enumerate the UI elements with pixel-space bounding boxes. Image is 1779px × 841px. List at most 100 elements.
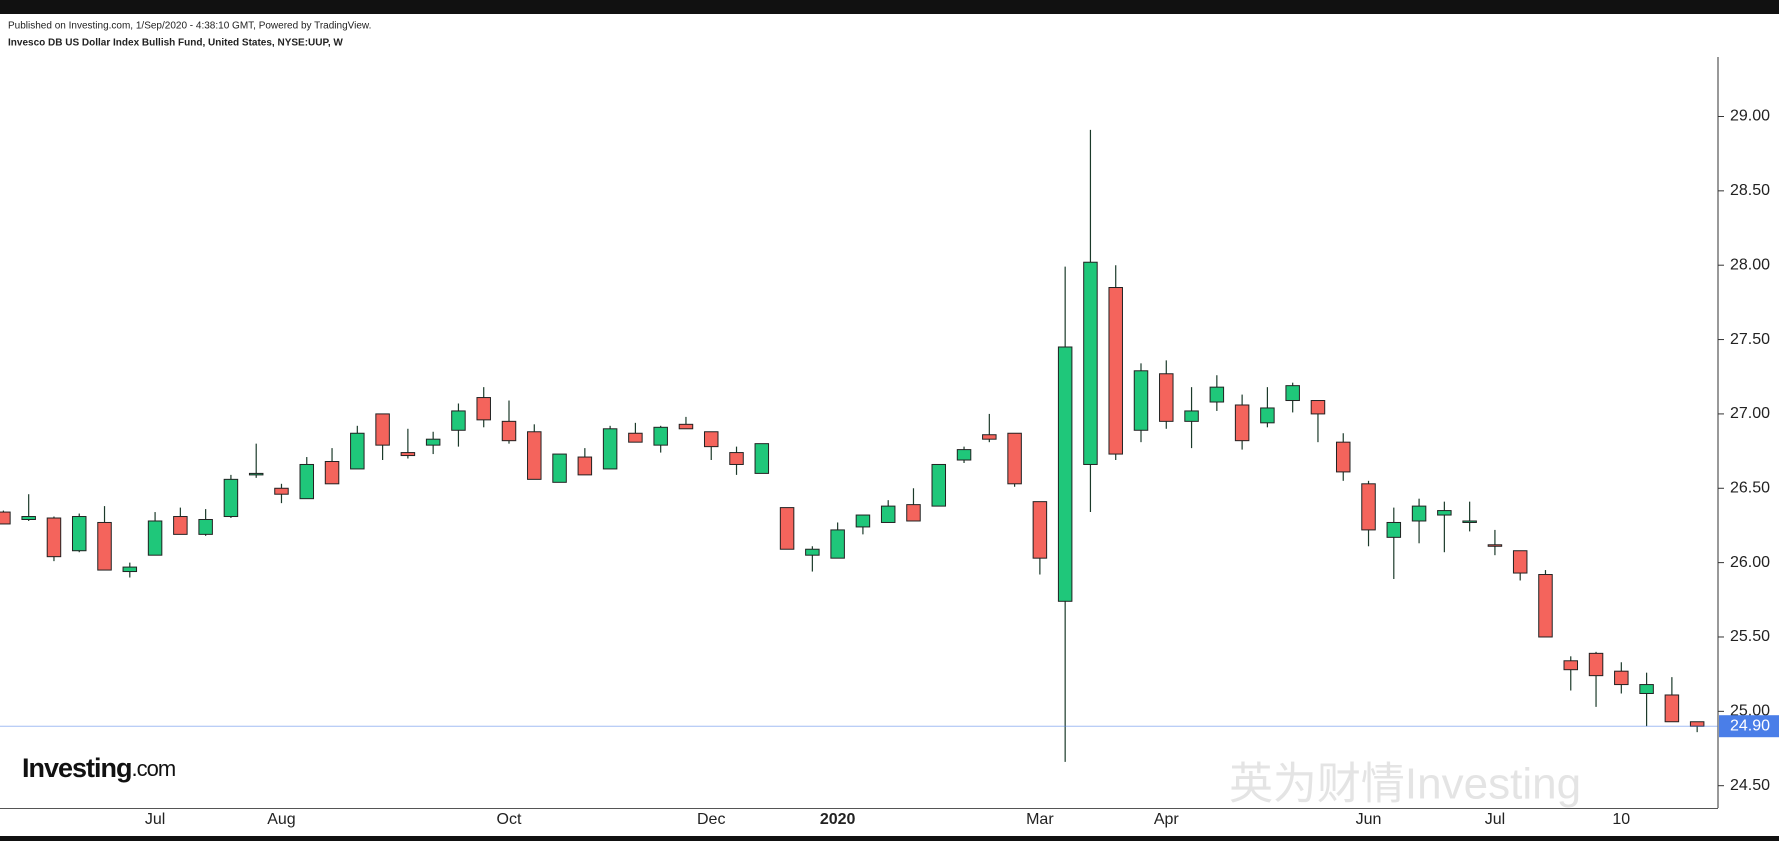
candle-body [122,566,138,573]
candle-body [1563,660,1579,671]
y-tick-label: 27.50 [1730,331,1770,348]
candle-body [855,514,871,528]
candle-body [678,423,694,430]
candle-body [223,478,239,518]
candle-body [1487,544,1503,547]
candle-body [1108,287,1123,455]
candle-body [1361,483,1376,531]
x-tick-label: Mar [1026,811,1054,828]
candle-body [1335,441,1351,473]
candle-body [97,521,112,571]
candle-body [1083,261,1098,465]
y-tick-label: 28.50 [1730,182,1770,199]
candle-body [779,507,795,550]
candle-body [476,397,491,421]
candle-body [324,460,340,485]
candle-body [46,517,62,558]
candle-body [299,463,315,500]
candle-body [729,452,744,465]
x-tick-label: 10 [1612,811,1630,828]
candle-body [21,516,36,520]
y-tick-label: 27.00 [1730,405,1770,422]
candle-body [1437,510,1452,516]
candle-body [880,505,896,523]
candle-body [1462,520,1477,523]
candle-body [830,529,845,559]
source-note: Published on Investing.com, 1/Sep/2020 -… [8,21,371,32]
candle-body [653,426,668,446]
x-axis-line [0,808,1718,809]
candle-body [552,453,567,483]
candle-body [1639,684,1654,694]
candle-body [375,413,390,446]
candle-body [1689,721,1705,727]
x-tick-label: Apr [1154,811,1180,828]
candle-body [754,443,770,474]
top-bar [0,0,1779,14]
candle-body [577,456,593,476]
candle-body [1209,386,1225,403]
last-price-label: 24.90 [1730,717,1770,734]
candle-body [425,438,441,446]
candle-body [274,487,289,495]
candle-body [982,434,997,440]
candle-body [1310,400,1326,415]
candle-body [1260,407,1275,424]
candle-body [602,428,618,470]
candle-body [0,511,11,525]
y-tick-label: 28.00 [1730,256,1770,273]
candle-body [350,432,365,470]
candle-body [1512,550,1528,574]
candle-body [71,516,87,552]
candle-body [173,516,188,535]
y-tick-label: 29.00 [1730,108,1770,125]
logo-text: Investing [22,753,132,783]
logo-suffix: .com [132,756,176,781]
x-tick-label: 2020 [820,811,856,828]
y-tick-label: 25.50 [1730,628,1770,645]
candle-body [1234,404,1250,442]
candle-body [1032,501,1048,559]
candle-body [1007,432,1022,485]
candle-body [956,449,972,461]
y-tick-label: 26.00 [1730,554,1770,571]
bottom-bar [0,836,1779,841]
candle-body [805,548,820,556]
logo: Investing.com [22,753,175,783]
candle-body [527,431,542,480]
candle-body [1184,410,1199,422]
y-tick-label: 26.50 [1730,479,1770,496]
x-tick-label: Jul [1485,811,1505,828]
candle-body [1614,670,1629,686]
candle-body [1386,521,1402,538]
last-price-box [1719,715,1779,738]
candle-body [931,463,947,507]
candle-body [501,420,517,442]
x-tick-label: Dec [697,811,725,828]
candle-body [198,518,213,535]
x-tick-label: Aug [267,811,295,828]
candle-body [628,432,643,443]
candle-body [1538,574,1553,638]
x-tick-label: Jun [1356,811,1382,828]
chart-title: Invesco DB US Dollar Index Bullish Fund,… [8,38,343,49]
candle-body [1664,694,1680,723]
candle-body [1411,505,1427,522]
candle-body [1588,652,1604,677]
candle-body [906,504,921,522]
candle-body [147,520,163,556]
candle-body [1285,385,1300,402]
plot-area [0,129,1705,762]
candle-body [451,410,466,431]
candle-body [400,452,416,457]
candle-body [703,431,719,448]
candle-body [1159,373,1174,422]
x-tick-label: Jul [145,811,165,828]
y-tick-label: 24.50 [1730,777,1770,794]
candle-body [248,472,264,476]
candle-body [1057,346,1073,602]
candle-body [1133,370,1149,431]
x-tick-label: Oct [497,811,522,828]
watermark: 英为财情Investing [1229,760,1581,809]
